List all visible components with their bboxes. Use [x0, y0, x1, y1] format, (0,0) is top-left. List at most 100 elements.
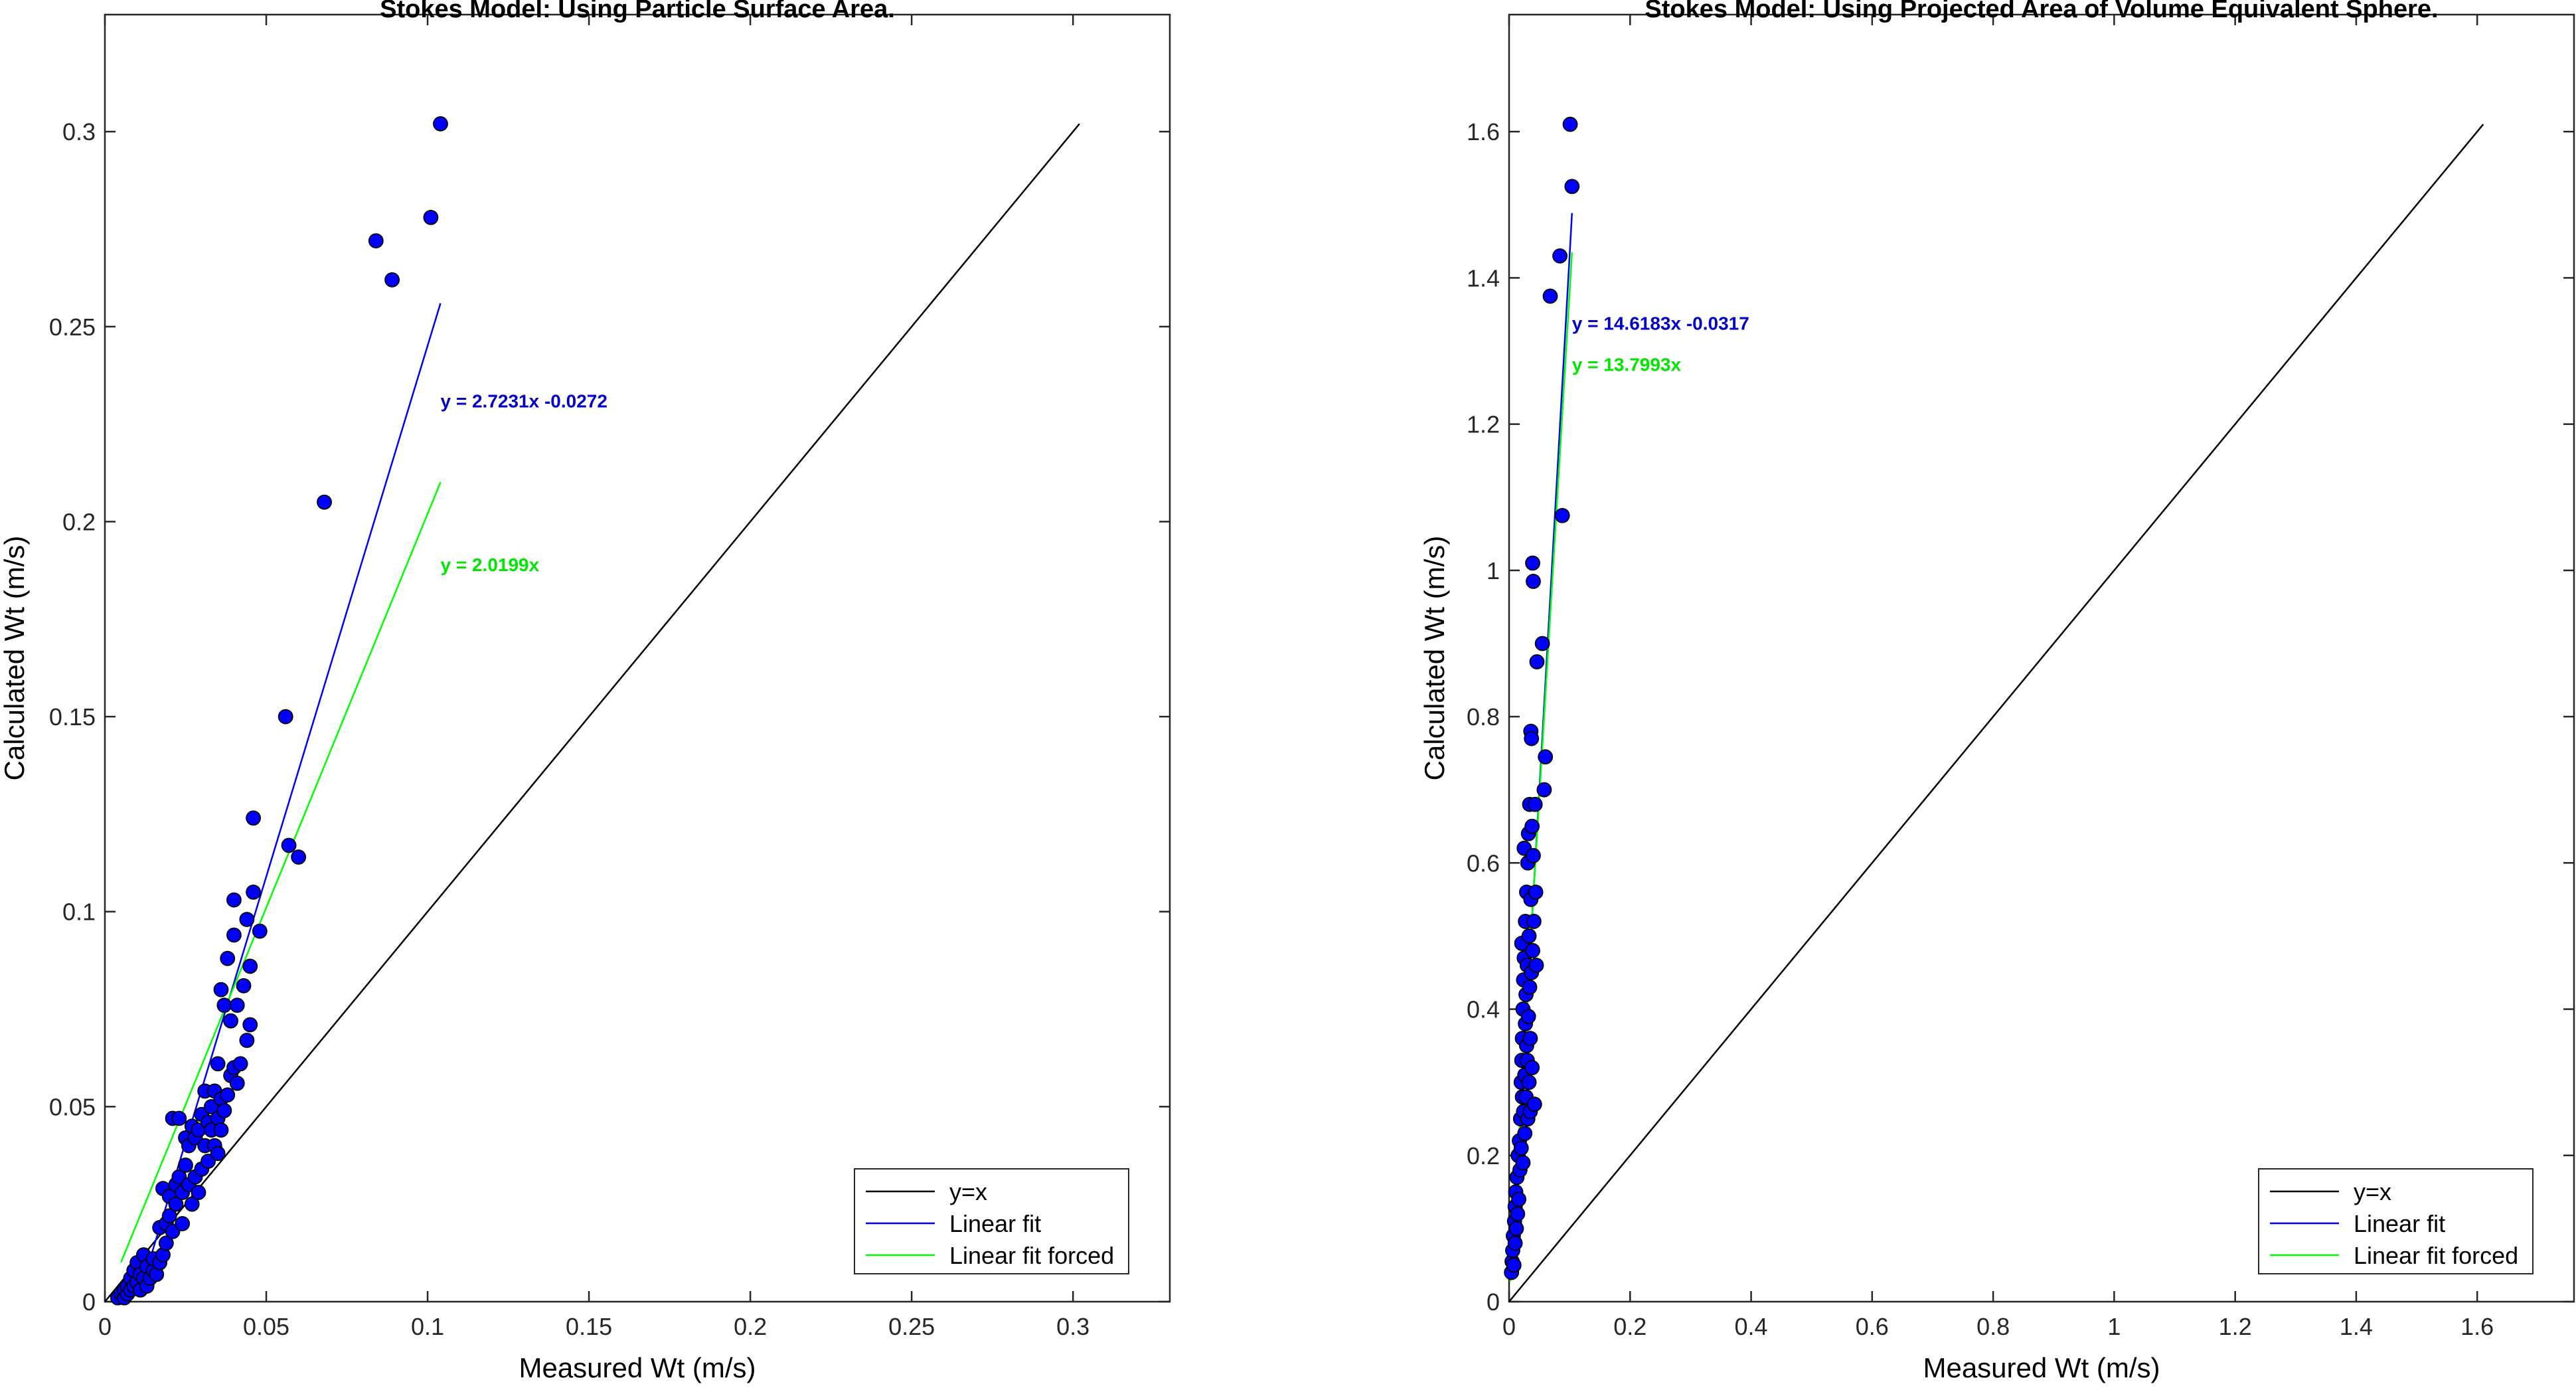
- right-y-tick-label: 1: [1487, 557, 1500, 584]
- right-data-point: [1513, 1140, 1529, 1156]
- right-y-tick-label: 0.6: [1467, 849, 1500, 877]
- left-y-tick-label: 0.05: [49, 1093, 96, 1120]
- right-data-point: [1510, 1206, 1526, 1222]
- right-legend-label-identity: y=x: [2354, 1178, 2391, 1205]
- right-x-tick-label: 0.6: [1856, 1313, 1889, 1340]
- left-linear-fit-forced-equation: y = 2.0199x: [441, 555, 540, 575]
- right-data-point: [1522, 980, 1538, 995]
- right-x-tick-label: 0.8: [1976, 1313, 2010, 1340]
- left-data-point: [252, 923, 268, 939]
- right-y-tick-label: 1.4: [1467, 264, 1500, 292]
- left-data-point: [384, 272, 400, 288]
- right-data-point: [1552, 248, 1568, 264]
- left-linear-fit-equation: y = 2.7231x -0.0272: [441, 390, 607, 411]
- right-data-point: [1515, 1155, 1531, 1171]
- right-data-point: [1534, 636, 1550, 651]
- left-data-point: [317, 494, 332, 510]
- right-linear-fit-forced-equation: y = 13.7993x: [1572, 354, 1682, 375]
- left-data-point: [246, 810, 261, 826]
- right-data-point: [1526, 847, 1541, 863]
- right-data-point: [1538, 749, 1554, 765]
- right-legend-box: [2258, 1168, 2534, 1274]
- left-data-point: [220, 1087, 236, 1103]
- left-y-tick-label: 0.3: [62, 118, 96, 145]
- right-y-tick-label: 0.4: [1467, 996, 1500, 1023]
- left-data-point: [175, 1216, 191, 1231]
- right-linear-fit-equation: y = 14.6183x -0.0317: [1572, 313, 1749, 334]
- left-y-tick-label: 0: [82, 1288, 96, 1316]
- left-data-point: [239, 912, 255, 927]
- right-data-point: [1525, 555, 1540, 571]
- right-data-point: [1526, 573, 1541, 589]
- left-y-tick-label: 0.15: [49, 703, 96, 731]
- left-data-point: [210, 1146, 226, 1162]
- left-data-point: [278, 709, 293, 725]
- right-x-axis-label: Measured Wt (m/s): [1923, 1352, 2160, 1383]
- left-x-tick-label: 0.15: [566, 1313, 612, 1340]
- right-data-point: [1527, 796, 1543, 812]
- right-x-tick-label: 1.2: [2219, 1313, 2252, 1340]
- right-axis-ticks: 0 0.2 0.4 0.6 0.8 1 1.2 1.4 1.6 0 0.2 0.4 0.6 0.8 1 1.2…: [1467, 15, 2574, 1340]
- right-data-point: [1562, 116, 1578, 132]
- left-legend: y=x Linear fit Linear fit forced: [854, 1168, 1129, 1274]
- right-data-point: [1526, 1096, 1542, 1112]
- left-data-point: [239, 1033, 255, 1048]
- left-data-point: [216, 1102, 232, 1118]
- left-data-point: [229, 1075, 245, 1091]
- left-data-point: [232, 1056, 248, 1072]
- right-data-point: [1521, 1075, 1537, 1090]
- left-legend-label-linear-fit-forced: Linear fit forced: [949, 1242, 1114, 1269]
- right-data-point: [1511, 1191, 1526, 1207]
- right-data-point: [1524, 731, 1540, 746]
- right-data-point: [1528, 958, 1544, 973]
- right-y-tick-label: 1.6: [1467, 118, 1500, 145]
- left-data-point: [161, 1208, 177, 1224]
- left-data-point: [242, 1017, 258, 1033]
- left-data-point: [242, 958, 258, 974]
- right-data-points: [1504, 116, 1580, 1280]
- left-data-points: [110, 116, 448, 1306]
- left-data-point: [423, 209, 439, 225]
- left-x-tick-label: 0: [98, 1313, 112, 1340]
- left-x-tick-label: 0.1: [411, 1313, 444, 1340]
- right-y-tick-label: 0: [1487, 1288, 1500, 1316]
- left-chart-title: Stokes Model: Using Particle Surface Are…: [380, 0, 895, 23]
- left-data-point: [220, 950, 236, 966]
- right-data-point: [1564, 179, 1580, 195]
- right-data-point: [1542, 288, 1558, 304]
- left-data-point: [158, 1235, 174, 1251]
- right-data-point: [1529, 654, 1545, 669]
- right-legend: y=x Linear fit Linear fit forced: [2258, 1168, 2534, 1274]
- left-data-point: [236, 978, 252, 994]
- left-data-point: [223, 1013, 238, 1029]
- left-data-point: [184, 1196, 200, 1212]
- left-data-point: [291, 849, 307, 865]
- right-data-point: [1507, 1235, 1523, 1251]
- right-x-tick-label: 1.4: [2340, 1313, 2373, 1340]
- right-data-point: [1524, 818, 1540, 834]
- left-y-tick-label: 0.2: [62, 508, 96, 535]
- right-data-point: [1517, 1126, 1533, 1142]
- right-identity-line: [1508, 124, 2484, 1302]
- right-data-point: [1554, 507, 1570, 523]
- left-data-point: [191, 1185, 206, 1200]
- left-y-tick-label: 0.25: [49, 313, 96, 341]
- left-x-tick-label: 0.05: [243, 1313, 289, 1340]
- left-y-tick-label: 0.1: [62, 899, 96, 926]
- left-legend-label-linear-fit: Linear fit: [949, 1210, 1041, 1237]
- left-data-point: [246, 884, 261, 900]
- right-x-tick-label: 0.4: [1735, 1313, 1768, 1340]
- left-data-point: [213, 982, 229, 998]
- right-legend-label-linear-fit-forced: Linear fit forced: [2354, 1242, 2518, 1269]
- right-data-point: [1536, 782, 1552, 798]
- right-y-tick-label: 0.8: [1467, 703, 1500, 731]
- left-data-point: [226, 892, 242, 908]
- right-data-point: [1528, 884, 1544, 900]
- left-data-point: [213, 1122, 229, 1138]
- left-axis-ticks: 0 0.05 0.1 0.15 0.2 0.25 0.3 0 0.05 0.1 0.15 0.2 0.2…: [49, 15, 1170, 1340]
- right-x-tick-label: 0: [1502, 1313, 1516, 1340]
- right-x-tick-label: 1: [2107, 1313, 2121, 1340]
- right-chart-title: Stokes Model: Using Projected Area of Vo…: [1645, 0, 2438, 23]
- left-data-point: [168, 1196, 184, 1212]
